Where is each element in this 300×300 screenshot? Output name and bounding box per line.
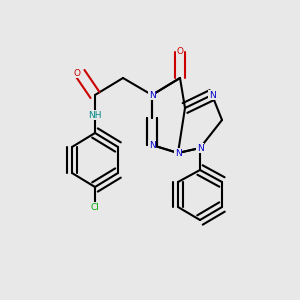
Text: O: O: [73, 68, 80, 77]
Text: N: N: [148, 91, 155, 100]
Text: N: N: [196, 143, 203, 152]
Text: N: N: [175, 148, 182, 158]
Text: NH: NH: [88, 110, 102, 119]
Text: N: N: [148, 140, 155, 149]
Text: Cl: Cl: [91, 202, 99, 211]
Text: O: O: [176, 47, 184, 56]
Text: N: N: [208, 91, 215, 100]
